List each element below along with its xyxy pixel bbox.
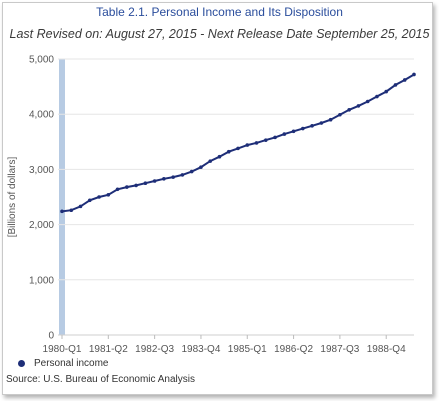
legend-label: Personal income (34, 357, 109, 369)
data-point (69, 208, 74, 213)
data-point (393, 83, 398, 87)
x-tick-label: 1983-Q4 (181, 344, 220, 355)
x-tick-label: 1981-Q2 (89, 344, 128, 355)
data-point (226, 149, 231, 154)
x-tick-label: 1987-Q3 (320, 344, 359, 355)
data-point (236, 146, 240, 151)
data-point (97, 195, 101, 199)
data-point (328, 117, 333, 122)
data-point (189, 169, 194, 174)
chart-title: Table 2.1. Personal Income and Its Dispo… (96, 5, 343, 19)
data-point (115, 187, 120, 192)
data-point (310, 123, 314, 128)
highlight-band (59, 59, 65, 335)
data-point (245, 143, 250, 147)
data-point (78, 204, 83, 209)
x-tick-label: 1988-Q4 (367, 344, 406, 355)
data-point (291, 129, 296, 134)
x-tick-label: 1986-Q2 (274, 344, 313, 355)
data-point (402, 78, 407, 82)
legend-marker-icon (18, 359, 25, 367)
data-point (180, 173, 185, 177)
y-tick-label: 1,000 (29, 275, 54, 286)
data-point (282, 132, 287, 136)
source-note: Source: U.S. Bureau of Economic Analysis (6, 374, 195, 385)
data-point (162, 176, 166, 181)
x-tick-label: 1980-Q1 (43, 344, 82, 355)
data-point (143, 181, 148, 185)
data-point (273, 135, 277, 140)
data-point (125, 185, 129, 189)
data-point (356, 104, 361, 108)
chart-frame (2, 2, 433, 395)
data-point (375, 94, 379, 99)
data-point (319, 121, 324, 125)
y-tick-label: 3,000 (29, 165, 54, 176)
data-point (134, 183, 138, 188)
data-point (263, 138, 268, 142)
y-tick-label: 2,000 (29, 220, 54, 231)
data-point (106, 192, 111, 197)
series-line (61, 73, 415, 213)
data-point (217, 154, 222, 159)
data-point (347, 107, 351, 112)
data-point (208, 159, 213, 163)
data-point (412, 72, 416, 77)
y-axis-label: [Billions of dollars] (7, 156, 18, 237)
data-point (301, 126, 305, 131)
data-point (199, 165, 203, 169)
y-tick-label: 0 (48, 331, 54, 342)
data-point (152, 179, 157, 183)
y-tick-label: 5,000 (29, 55, 54, 66)
x-tick-label: 1982-Q3 (135, 344, 174, 355)
data-point (384, 89, 389, 94)
chart-subtitle: Last Revised on: August 27, 2015 - Next … (9, 27, 430, 41)
data-point (171, 175, 175, 179)
data-point (254, 141, 259, 145)
data-point (338, 112, 342, 117)
x-tick-label: 1985-Q1 (228, 344, 267, 355)
data-point (365, 99, 370, 104)
y-tick-label: 4,000 (29, 110, 54, 121)
data-point (87, 198, 92, 203)
chart-legend: Personal income (18, 356, 108, 370)
data-point (60, 209, 64, 214)
